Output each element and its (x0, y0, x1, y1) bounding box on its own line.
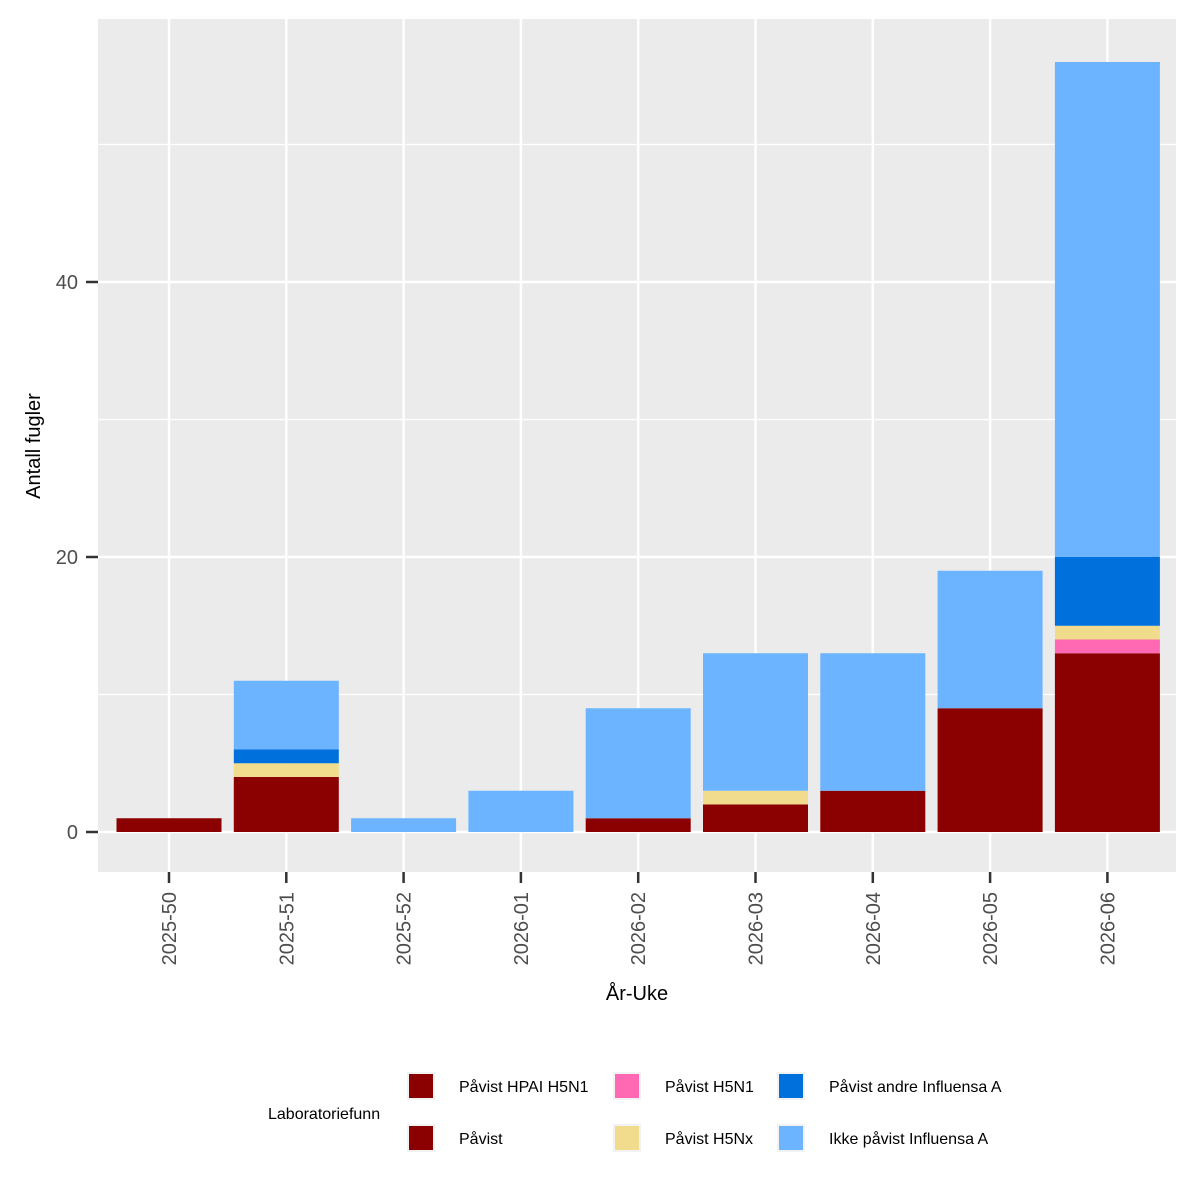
legend-label: Påvist andre Influensa A (829, 1078, 1002, 1096)
x-tick-label: 2025-51 (276, 892, 298, 965)
bar-2026-06-p-vist-hpai-h5n1 (1054, 653, 1160, 832)
bar-2026-03-p-vist-hpai-h5n1 (703, 804, 808, 832)
x-tick-label: 2026-05 (980, 892, 1002, 965)
legend-label: Påvist HPAI H5N1 (459, 1078, 589, 1096)
x-tick-label: 2026-06 (1097, 892, 1119, 965)
bar-2026-02-p-vist-hpai-h5n1 (585, 818, 691, 832)
bar-2025-51-ikke-p-vist-influensa-a (233, 680, 339, 750)
x-axis-title: År-Uke (606, 982, 668, 1005)
bar-2026-06-p-vist-andre-influensa-a (1054, 557, 1160, 626)
legend-key-swatch (779, 1126, 803, 1150)
bar-2026-06-p-vist-h5n1 (1054, 639, 1160, 654)
x-tick-label: 2026-02 (628, 892, 650, 965)
bar-2025-52-ikke-p-vist-influensa-a (351, 818, 457, 832)
bar-2026-02-ikke-p-vist-influensa-a (585, 708, 691, 819)
bar-2026-06-p-vist-h5nx (1054, 625, 1160, 640)
legend-key-swatch (615, 1126, 639, 1150)
legend-key-swatch (779, 1074, 803, 1098)
bar-2026-04-ikke-p-vist-influensa-a (820, 653, 926, 791)
bar-2025-51-p-vist-hpai-h5n1 (233, 777, 339, 832)
x-axis: 2025-50 2025-51 2025-52 2026-01 2026-02 2026-… (159, 872, 1119, 965)
legend-label: Ikke påvist Influensa A (829, 1130, 989, 1148)
y-axis: 0 20 40 (56, 272, 98, 844)
legend-key-swatch (409, 1074, 433, 1098)
bar-2026-05-ikke-p-vist-influensa-a (937, 570, 1043, 709)
bar-2026-05-p-vist-hpai-h5n1 (937, 708, 1043, 832)
legend-title: Laboratoriefunn (268, 1106, 380, 1123)
bar-2026-03-p-vist-h5nx (703, 790, 808, 805)
bar-2026-06-ikke-p-vist-influensa-a (1054, 62, 1160, 557)
y-tick-label: 0 (67, 822, 78, 844)
x-tick-label: 2026-04 (863, 892, 885, 965)
y-tick-label: 20 (56, 547, 78, 569)
legend-key-swatch (409, 1126, 433, 1150)
bar-2025-50-p-vist-hpai-h5n1 (116, 818, 222, 832)
bar-2026-03-ikke-p-vist-influensa-a (703, 653, 808, 791)
x-tick-label: 2026-03 (746, 892, 768, 965)
legend-label: Påvist H5N1 (665, 1078, 754, 1096)
bar-2026-01-ikke-p-vist-influensa-a (468, 790, 574, 832)
legend: Laboratoriefunn Påvist HPAI H5N1 Påvist På… (268, 1072, 1002, 1152)
bar-2025-51-p-vist-andre-influensa-a (233, 749, 339, 764)
x-tick-label: 2025-50 (159, 892, 181, 965)
legend-key-swatch (615, 1074, 639, 1098)
bars (116, 62, 1160, 832)
y-tick-label: 40 (56, 272, 78, 294)
bar-2026-04-p-vist-hpai-h5n1 (820, 790, 926, 832)
legend-label: Påvist (459, 1130, 503, 1148)
bar-2025-51-p-vist-h5nx (233, 763, 339, 777)
y-axis-title: Antall fugler (23, 393, 45, 499)
legend-label: Påvist H5Nx (665, 1130, 753, 1148)
x-tick-label: 2025-52 (394, 892, 416, 965)
x-tick-label: 2026-01 (511, 892, 533, 965)
